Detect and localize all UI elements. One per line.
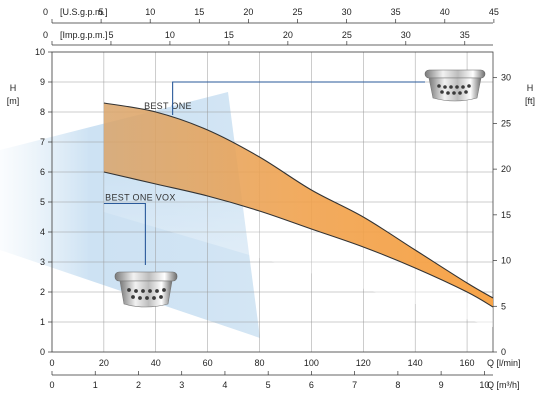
impgpm-tick-label: 30 [401, 30, 411, 40]
y-axis-label: H [10, 83, 17, 93]
m3h-tick-label: 2 [136, 380, 141, 390]
x-tick-label: 120 [356, 358, 371, 368]
y-tick-label: 6 [40, 167, 45, 177]
m3h-tick-label: 9 [439, 380, 444, 390]
usgpm-tick-label: 5 [99, 7, 104, 17]
impgpm-zero-label: 0 [43, 30, 48, 40]
m3h-axis-label: Q [m³/h] [487, 380, 520, 390]
x-tick-label: 20 [99, 358, 109, 368]
y2-tick-label: 20 [501, 164, 511, 174]
x-tick-label: 0 [49, 358, 54, 368]
y2-tick-label: 15 [501, 210, 511, 220]
y2-axis-label: H [527, 83, 534, 93]
usgpm-zero-label: 0 [43, 7, 48, 17]
series-label-best-one: BEST ONE [144, 101, 192, 111]
area-between-curves [103, 103, 494, 327]
x-axis-label: Q [l/min] [487, 358, 521, 368]
x-tick-label: 160 [460, 358, 475, 368]
y2-tick-label: 5 [501, 301, 506, 311]
y2-tick-label: 30 [501, 73, 511, 83]
x-tick-label: 40 [151, 358, 161, 368]
m3h-tick-label: 0 [49, 380, 54, 390]
usgpm-axis-label: [U.S.g.p.m.] [60, 7, 108, 17]
x-tick-label: 140 [408, 358, 423, 368]
usgpm-tick-label: 45 [489, 7, 499, 17]
y2-tick-label: 10 [501, 256, 511, 266]
usgpm-tick-label: 30 [342, 7, 352, 17]
m3h-tick-label: 5 [266, 380, 271, 390]
y2-tick-label: 25 [501, 118, 511, 128]
pump-icon-best-one-vox [114, 271, 178, 308]
m3h-tick-label: 6 [309, 380, 314, 390]
x-tick-label: 80 [255, 358, 265, 368]
impgpm-tick-label: 5 [108, 30, 113, 40]
y-tick-label: 2 [40, 287, 45, 297]
leader-line-best-one-vox [103, 202, 146, 265]
impgpm-tick-label: 25 [342, 30, 352, 40]
series-line-best-one-vox [103, 171, 494, 308]
impgpm-tick-label: 15 [224, 30, 234, 40]
x-tick-label: 100 [304, 358, 319, 368]
series-line-best-one [103, 102, 494, 299]
impgpm-tick-label: 35 [460, 30, 470, 40]
y-tick-label: 8 [40, 107, 45, 117]
y-tick-label: 7 [40, 137, 45, 147]
curves: BEST ONE BEST ONE VOX [103, 81, 494, 308]
y-tick-label: 9 [40, 77, 45, 87]
y-tick-label: 5 [40, 197, 45, 207]
area-fade [103, 172, 493, 327]
usgpm-tick-label: 15 [194, 7, 204, 17]
leader-line-best-one [172, 81, 425, 115]
usgpm-tick-label: 25 [292, 7, 302, 17]
pump-icon-best-one [424, 69, 486, 102]
area-between-series [103, 103, 494, 307]
x-tick-label: 60 [203, 358, 213, 368]
impgpm-axis-label: [Imp.g.p.m.] [60, 30, 108, 40]
y-tick-label: 10 [35, 47, 45, 57]
y-tick-label: 0 [40, 347, 45, 357]
y-tick-label: 3 [40, 257, 45, 267]
impgpm-tick-label: 20 [283, 30, 293, 40]
m3h-tick-label: 3 [179, 380, 184, 390]
y2-tick-label: 0 [501, 347, 506, 357]
usgpm-tick-label: 10 [145, 7, 155, 17]
usgpm-tick-label: 40 [440, 7, 450, 17]
y-tick-label: 4 [40, 227, 45, 237]
series-label-best-one-vox: BEST ONE VOX [105, 193, 175, 203]
y-tick-label: 1 [40, 317, 45, 327]
m3h-tick-label: 8 [395, 380, 400, 390]
m3h-tick-label: 7 [352, 380, 357, 390]
m3h-tick-label: 1 [93, 380, 98, 390]
y2-axis-unit: [ft] [525, 96, 535, 106]
m3h-tick-label: 10 [479, 380, 489, 390]
m3h-tick-label: 4 [222, 380, 227, 390]
y-axis-unit: [m] [7, 96, 20, 106]
usgpm-tick-label: 20 [243, 7, 253, 17]
usgpm-tick-label: 35 [391, 7, 401, 17]
impgpm-tick-label: 10 [165, 30, 175, 40]
